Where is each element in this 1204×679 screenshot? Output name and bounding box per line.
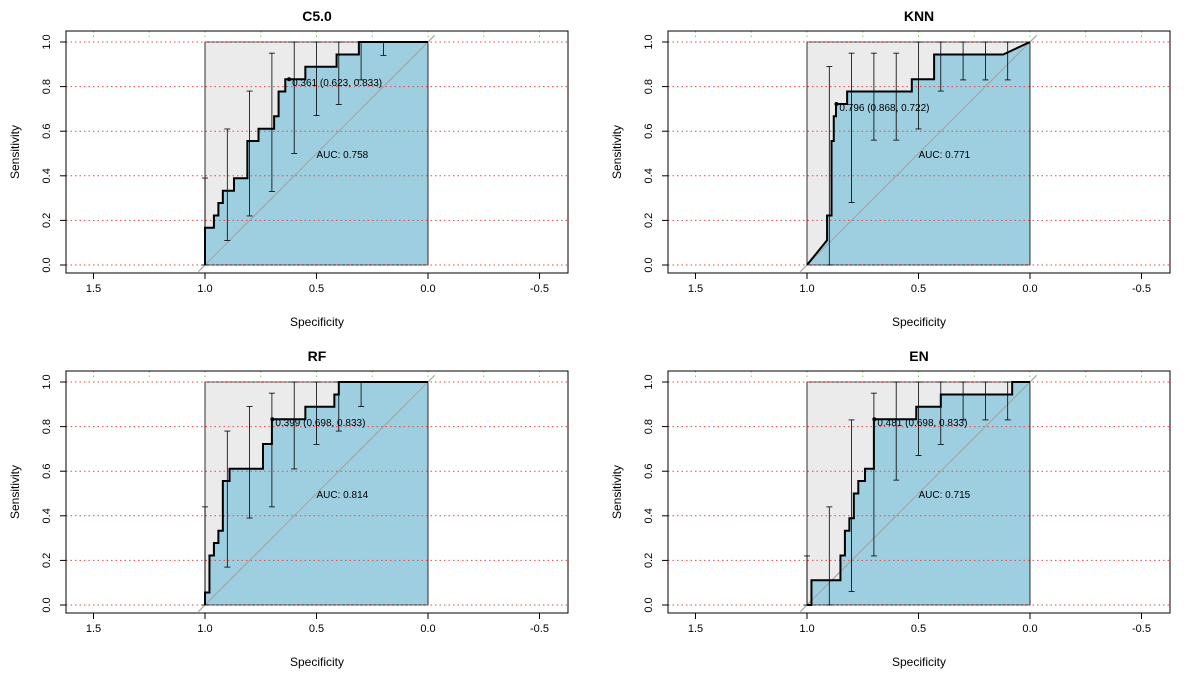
y-tick-label: 1.0 — [41, 374, 53, 389]
y-tick-label: 1.0 — [41, 34, 53, 49]
roc-panel-knn: 0.796 (0.868, 0.722) AUC: 0.771 KNN 1.5 1.0 0… — [610, 8, 1171, 329]
y-tick-label: 0.2 — [41, 553, 53, 568]
auc-label: AUC: 0.715 — [919, 490, 971, 501]
x-tick-label: 1.5 — [86, 623, 101, 635]
best-threshold-point — [834, 101, 839, 106]
y-tick-label: 0.8 — [41, 79, 53, 94]
x-tick-label: 1.0 — [197, 623, 212, 635]
x-tick-label: -0.5 — [1132, 623, 1151, 635]
roc-panel-en: 0.481 (0.698, 0.833) AUC: 0.715 EN 1.5 1.0 0.… — [610, 348, 1171, 669]
y-tick-label: 0.2 — [41, 213, 53, 228]
y-tick-label: 0.0 — [41, 597, 53, 612]
reference-diagonal — [197, 374, 436, 613]
x-axis-label: Specificity — [892, 655, 946, 669]
y-tick-label: 0.2 — [643, 553, 655, 568]
x-tick-label: -0.5 — [1132, 283, 1151, 295]
x-tick-label: -0.5 — [530, 623, 549, 635]
roc-panel-c5-0: 0.361 (0.623, 0.833) AUC: 0.758 C5.0 1.5 1.0… — [8, 8, 569, 329]
y-tick-label: 0.4 — [41, 508, 53, 523]
y-tick-label: 0.4 — [41, 168, 53, 183]
x-tick-label: 1.5 — [688, 623, 703, 635]
x-tick-label: 1.0 — [197, 283, 212, 295]
chart-title: C5.0 — [302, 8, 332, 24]
chart-title: KNN — [904, 8, 934, 24]
roc-curve — [807, 381, 1030, 606]
y-tick-label: 1.0 — [643, 34, 655, 49]
chart-title: RF — [308, 348, 327, 364]
y-tick-label: 0.8 — [643, 419, 655, 434]
best-threshold-label: 0.796 (0.868, 0.722) — [839, 103, 929, 114]
reference-diagonal — [197, 34, 436, 273]
x-tick-label: -0.5 — [530, 283, 549, 295]
y-tick-label: 0.2 — [643, 213, 655, 228]
reference-diagonal — [799, 34, 1038, 273]
x-axis-label: Specificity — [290, 655, 344, 669]
y-tick-label: 1.0 — [643, 374, 655, 389]
x-tick-label: 1.0 — [799, 283, 814, 295]
x-tick-label: 0.0 — [1022, 283, 1037, 295]
y-tick-label: 0.6 — [643, 124, 655, 139]
best-threshold-point — [872, 417, 877, 422]
x-tick-label: 1.0 — [799, 623, 814, 635]
x-tick-label: 0.0 — [420, 283, 435, 295]
x-tick-label: 0.5 — [309, 623, 324, 635]
x-tick-label: 0.5 — [911, 283, 926, 295]
roc-panel-rf: 0.399 (0.698, 0.833) AUC: 0.814 RF 1.5 1.0 0.… — [8, 348, 569, 669]
x-axis-label: Specificity — [290, 315, 344, 329]
auc-label: AUC: 0.771 — [919, 150, 971, 161]
x-tick-label: 1.5 — [688, 283, 703, 295]
best-threshold-label: 0.361 (0.623, 0.833) — [292, 78, 382, 89]
y-tick-label: 0.0 — [643, 597, 655, 612]
y-tick-label: 0.4 — [643, 168, 655, 183]
x-tick-label: 0.5 — [309, 283, 324, 295]
chart-title: EN — [909, 348, 928, 364]
roc-curve — [204, 41, 428, 265]
y-axis-label: Sensitivity — [610, 125, 624, 179]
x-axis-label: Specificity — [892, 315, 946, 329]
y-tick-label: 0.6 — [41, 124, 53, 139]
y-tick-label: 0.0 — [41, 257, 53, 272]
best-threshold-point — [270, 417, 275, 422]
x-tick-label: 0.0 — [1022, 623, 1037, 635]
y-axis-label: Sensitivity — [8, 125, 22, 179]
y-tick-label: 0.8 — [643, 79, 655, 94]
x-tick-label: 0.0 — [420, 623, 435, 635]
best-threshold-point — [287, 77, 292, 82]
best-threshold-label: 0.399 (0.698, 0.833) — [275, 418, 365, 429]
x-tick-label: 1.5 — [86, 283, 101, 295]
y-tick-label: 0.8 — [41, 419, 53, 434]
y-tick-label: 0.6 — [643, 464, 655, 479]
x-tick-label: 0.5 — [911, 623, 926, 635]
y-tick-label: 0.4 — [643, 508, 655, 523]
y-axis-label: Sensitivity — [610, 465, 624, 519]
best-threshold-label: 0.481 (0.698, 0.833) — [877, 418, 967, 429]
y-tick-label: 0.6 — [41, 464, 53, 479]
y-tick-label: 0.0 — [643, 257, 655, 272]
auc-label: AUC: 0.814 — [317, 490, 369, 501]
roc-curve — [204, 381, 428, 605]
auc-label: AUC: 0.758 — [317, 150, 369, 161]
y-axis-label: Sensitivity — [8, 465, 22, 519]
